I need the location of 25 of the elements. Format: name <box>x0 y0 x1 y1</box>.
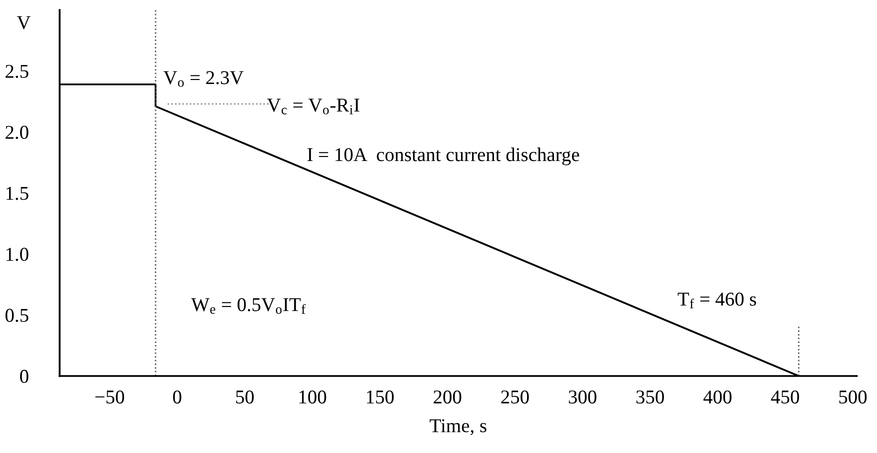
y-tick-label: 0 <box>20 370 28 383</box>
y-axis-title: V <box>16 16 31 30</box>
y-tick-label: 1.0 <box>6 248 28 262</box>
x-tick-label: 500 <box>839 390 867 404</box>
x-tick-label: −50 <box>95 390 124 404</box>
y-tick-label: 2.0 <box>6 126 28 139</box>
x-tick-label: 350 <box>636 390 664 404</box>
x-tick-label: 150 <box>366 390 394 404</box>
annotation: V$_{o}$ = 2.3V <box>163 71 244 87</box>
x-tick-label: 300 <box>568 390 596 404</box>
x-tick-label: 250 <box>501 390 529 404</box>
x-axis-title: Time, s <box>430 419 486 436</box>
x-tick-label: 200 <box>434 390 462 404</box>
annotation: T$_{f}$ = 460 s <box>678 292 756 308</box>
annotation: I = 10A constant current discharge <box>307 148 580 166</box>
x-tick-label: 50 <box>236 390 254 404</box>
x-tick-label: 100 <box>299 390 326 404</box>
y-tick-label: 1.5 <box>6 186 28 200</box>
x-tick-label: 400 <box>703 390 732 404</box>
y-tick-label: 0.5 <box>6 308 28 322</box>
annotation: W$_{e}$ = 0.5V$_{o}$IT$_{f}$ <box>191 298 306 314</box>
x-tick-label: 0 <box>173 390 182 404</box>
y-tick-label: 2.5 <box>6 64 28 78</box>
x-tick-label: 450 <box>771 390 800 404</box>
annotation: V$_{c}$ = V$_{o}$-R$_{i}$I <box>267 98 360 114</box>
